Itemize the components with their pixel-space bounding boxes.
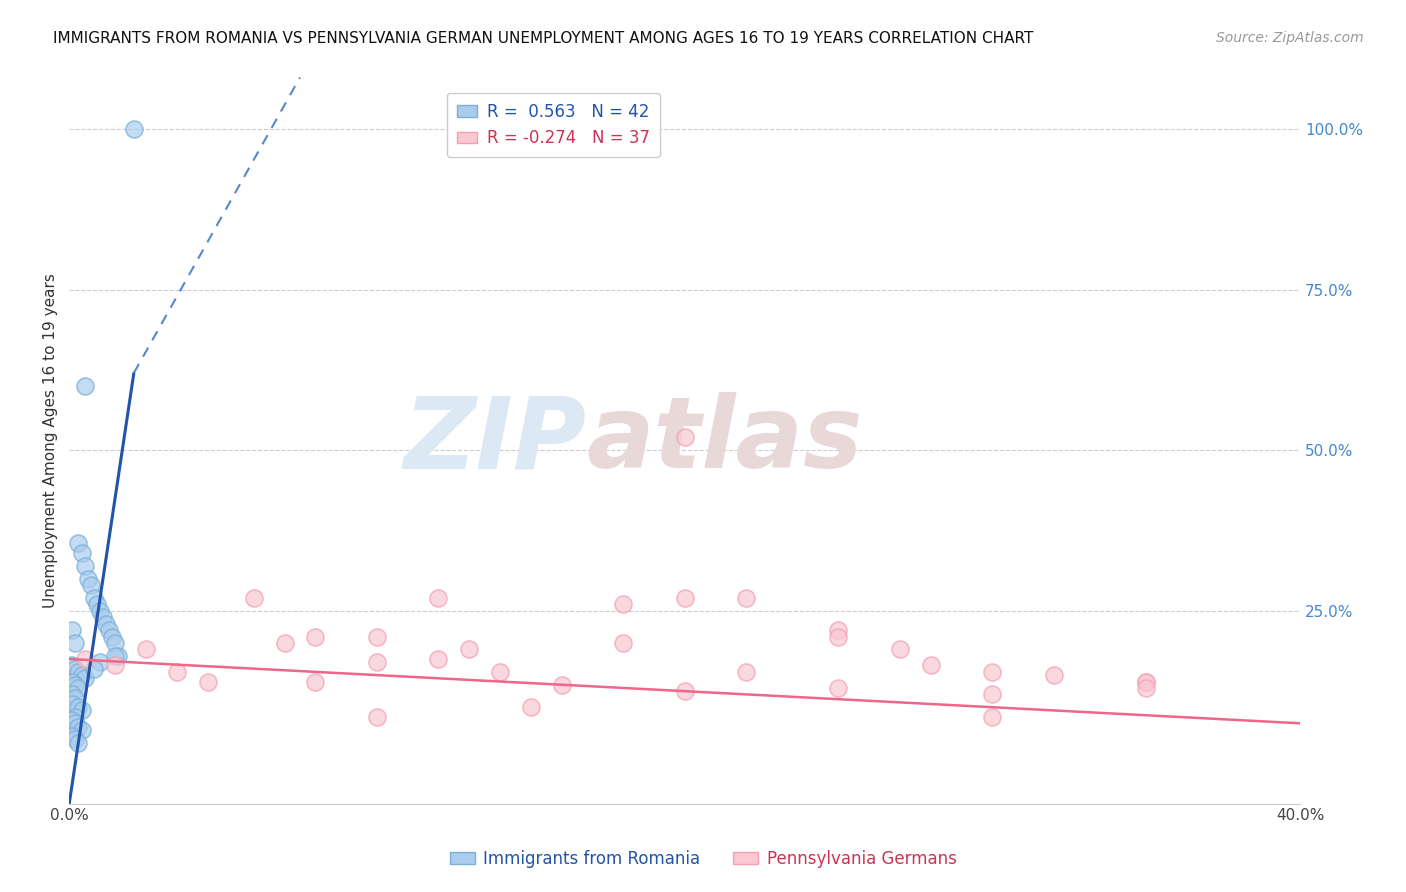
Point <box>827 623 849 637</box>
Point <box>67 665 90 679</box>
Point <box>366 655 388 669</box>
Point <box>76 572 98 586</box>
Point <box>60 658 83 673</box>
Point <box>70 546 93 560</box>
Point <box>89 604 111 618</box>
Point <box>60 697 83 711</box>
Point <box>73 652 96 666</box>
Point <box>273 636 295 650</box>
Point <box>91 610 114 624</box>
Point <box>673 591 696 605</box>
Text: IMMIGRANTS FROM ROMANIA VS PENNSYLVANIA GERMAN UNEMPLOYMENT AMONG AGES 16 TO 19 : IMMIGRANTS FROM ROMANIA VS PENNSYLVANIA … <box>53 31 1033 46</box>
Point <box>65 662 87 676</box>
Point <box>70 723 93 737</box>
Point <box>735 665 758 679</box>
Legend: Immigrants from Romania, Pennsylvania Germans: Immigrants from Romania, Pennsylvania Ge… <box>443 844 963 875</box>
Point <box>427 652 450 666</box>
Point <box>65 690 87 705</box>
Point <box>243 591 266 605</box>
Point <box>65 678 87 692</box>
Point <box>98 623 121 637</box>
Point <box>70 703 93 717</box>
Y-axis label: Unemployment Among Ages 16 to 19 years: Unemployment Among Ages 16 to 19 years <box>44 273 58 608</box>
Point <box>1135 681 1157 695</box>
Point <box>981 710 1004 724</box>
Point <box>60 729 83 743</box>
Point <box>550 678 572 692</box>
Point <box>65 716 87 731</box>
Point <box>735 591 758 605</box>
Point <box>60 674 83 689</box>
Point <box>67 681 90 695</box>
Point <box>107 648 129 663</box>
Point <box>981 665 1004 679</box>
Point <box>304 630 326 644</box>
Point <box>65 710 87 724</box>
Point <box>197 674 219 689</box>
Point <box>67 735 90 749</box>
Point <box>889 642 911 657</box>
Point <box>122 121 145 136</box>
Text: Source: ZipAtlas.com: Source: ZipAtlas.com <box>1216 31 1364 45</box>
Point <box>520 700 543 714</box>
Point <box>67 719 90 733</box>
Text: ZIP: ZIP <box>404 392 586 489</box>
Point <box>60 623 83 637</box>
Point <box>67 700 90 714</box>
Point <box>366 710 388 724</box>
Point <box>1135 674 1157 689</box>
Point <box>981 687 1004 701</box>
Point <box>135 642 157 657</box>
Point <box>166 665 188 679</box>
Point <box>612 598 634 612</box>
Point <box>104 648 127 663</box>
Point <box>80 578 103 592</box>
Text: atlas: atlas <box>586 392 863 489</box>
Point <box>304 674 326 689</box>
Point <box>104 636 127 650</box>
Point <box>827 630 849 644</box>
Point <box>73 671 96 685</box>
Point <box>65 636 87 650</box>
Point <box>827 681 849 695</box>
Point <box>612 636 634 650</box>
Point <box>60 713 83 727</box>
Point <box>65 732 87 747</box>
Legend: R =  0.563   N = 42, R = -0.274   N = 37: R = 0.563 N = 42, R = -0.274 N = 37 <box>447 93 659 157</box>
Point <box>920 658 942 673</box>
Point <box>73 558 96 573</box>
Point <box>427 591 450 605</box>
Point <box>1043 668 1066 682</box>
Point <box>673 684 696 698</box>
Point <box>489 665 512 679</box>
Point <box>83 662 105 676</box>
Point <box>673 430 696 444</box>
Point <box>458 642 481 657</box>
Point <box>83 591 105 605</box>
Point <box>1135 674 1157 689</box>
Point <box>60 687 83 701</box>
Point <box>70 668 93 682</box>
Point <box>89 655 111 669</box>
Point <box>104 658 127 673</box>
Point <box>67 536 90 550</box>
Point <box>101 630 124 644</box>
Point <box>366 630 388 644</box>
Point <box>96 616 118 631</box>
Point <box>86 598 108 612</box>
Point <box>73 379 96 393</box>
